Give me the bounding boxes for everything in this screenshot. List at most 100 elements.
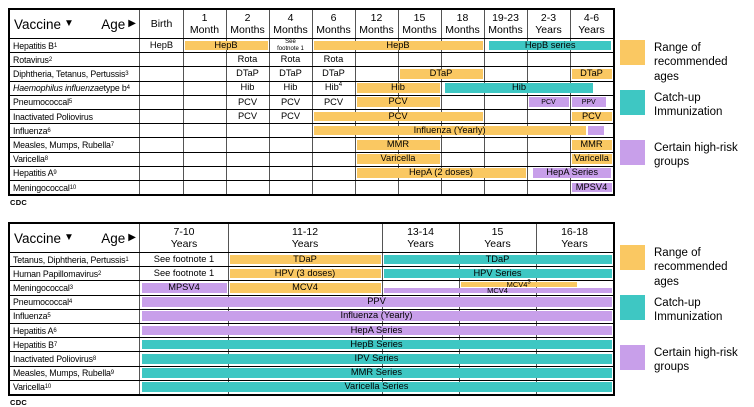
grid-line-horizontal — [10, 266, 613, 268]
range-bar-label: HPV (3 doses) — [274, 267, 336, 278]
grid-line-horizontal — [10, 123, 613, 125]
schedule-table-adolescents: Vaccine ▼ Age ▶ 7-10 Years 11-12 Years 13-14 Year… — [8, 222, 615, 396]
dose-text-cell: Rota — [313, 53, 354, 66]
age-col-line1: 6 — [330, 11, 337, 24]
vaccine-row-label: Human Papillomavirus 2 — [13, 268, 102, 279]
table-header-vaccine-age: Vaccine ▼ Age ▶ — [10, 224, 140, 252]
range-bar-orange: MMR — [571, 139, 612, 150]
table-row: IPV Series — [140, 352, 613, 365]
range-bar-orange: HepA (2 doses) — [356, 168, 526, 178]
range-bar-label: Varicella Series — [344, 381, 409, 392]
table-row: MMR MMR — [140, 138, 613, 151]
range-bar-label: PCV — [388, 110, 408, 121]
dose-text-cell: See footnote 1 — [141, 253, 227, 266]
range-bar-orange: TDaP — [229, 254, 381, 265]
range-bar-purple: HepA Series — [532, 168, 612, 178]
range-bar-teal: Varicella Series — [141, 381, 612, 392]
range-bar-teal: TDaP — [383, 254, 612, 265]
vaccine-header-label: Vaccine ▼ — [14, 231, 74, 246]
range-bar-purple: PPV — [571, 97, 606, 107]
table-row: PCV PCV PCV PCV PCV PPV — [140, 96, 613, 109]
age-col-line1: 4-6 — [583, 11, 600, 24]
age-column-header: 15 Years — [459, 224, 536, 252]
range-bar-orange: MCV43 — [460, 279, 577, 289]
table-row: HepB Series — [140, 338, 613, 351]
range-bar-purple: PCV — [528, 97, 569, 107]
age-column-header: Birth — [140, 10, 183, 38]
grid-line-vertical — [269, 10, 270, 195]
dose-text: PCV — [237, 110, 258, 121]
dose-text: Hib — [240, 82, 255, 93]
dose-text-cell: Hib — [270, 82, 311, 95]
dose-text-cell: DTaP — [227, 67, 268, 80]
legend-label-line: Catch-up — [654, 92, 701, 104]
vaccine-row-label: Tetanus, Diphtheria, Pertussis 1 — [13, 254, 129, 265]
age-col-line2: Years — [291, 238, 319, 250]
table-row: MPSV4 — [140, 181, 613, 194]
grid-line-horizontal — [10, 379, 613, 381]
age-column-header: 7-10 Years — [140, 224, 228, 252]
vaccine-row-label: Influenza 6 — [13, 125, 51, 136]
dose-text-cell: Hib4 — [313, 82, 354, 95]
dose-text-cell: PCV — [227, 110, 268, 123]
age-col-line1: 19-23 — [492, 11, 519, 24]
vaccine-row-label: Influenza 5 — [13, 311, 51, 322]
legend-label-line: Range of — [654, 247, 701, 259]
dose-text: footnote 1 — [277, 45, 304, 52]
range-bar-orange: Varicella — [571, 153, 612, 164]
dose-text: See footnote 1 — [153, 267, 215, 278]
range-bar-label: DTaP — [429, 68, 453, 79]
dose-text: DTaP — [279, 68, 302, 79]
range-bar-label: MMR — [580, 139, 603, 150]
legend-label-line: recommended ages — [654, 56, 728, 83]
vaccine-row-label: Varicella 10 — [13, 382, 52, 393]
dose-text-cell: PCV — [270, 96, 311, 109]
legend-label: Certain high-risk groups — [654, 140, 738, 170]
range-bar-label: MCV43 — [506, 279, 531, 289]
grid-line-horizontal — [10, 294, 613, 296]
legend-swatch-purple — [620, 345, 645, 370]
range-bar-label: PCV — [541, 98, 556, 106]
dose-text-cell: See footnote 1 — [270, 39, 311, 52]
grid-line-vertical — [441, 10, 442, 195]
range-bar-label: PCV — [388, 96, 408, 107]
table-row: DTaP DTaP DTaP DTaP DTaP — [140, 67, 613, 80]
legend-label: Catch-up Immunization — [654, 90, 722, 120]
dose-text-cell: PCV — [313, 96, 354, 109]
range-bar-label: DTaP — [580, 68, 603, 79]
table-row: Hib Hib Hib4 Hib Hib — [140, 82, 613, 95]
legend-item-purple: Certain high-risk groups — [620, 345, 738, 375]
table-row: See footnote 1 TDaP TDaP — [140, 253, 613, 266]
range-bar-orange: HepB — [184, 40, 268, 51]
triangle-down-icon: ▼ — [64, 18, 74, 29]
range-bar-label: IPV Series — [354, 353, 399, 364]
legend-item-orange: Range of recommended ages — [620, 245, 754, 289]
range-bar-teal: MMR Series — [141, 367, 612, 378]
vaccine-row-label: Rotavirus 2 — [13, 54, 52, 65]
legend-swatch-orange — [620, 40, 645, 65]
range-bar-orange: HepB — [313, 40, 483, 51]
age-col-line1: 11-12 — [291, 225, 319, 238]
legend-swatch-teal — [620, 90, 645, 115]
legend-label: Range of recommended ages — [654, 40, 754, 84]
range-bar-teal: HPV Series — [383, 268, 612, 279]
age-col-line1: 12 — [370, 11, 383, 24]
age-column-header: 19-23 Months — [484, 10, 527, 38]
triangle-right-icon: ▶ — [128, 232, 136, 243]
grid-line-vertical — [355, 10, 356, 195]
table-row: PCV PCV PCV PCV — [140, 110, 613, 123]
age-col-line2: Years — [535, 24, 562, 36]
legend-label-line: Range of — [654, 42, 701, 54]
table-row: HepA (2 doses) HepA Series — [140, 167, 613, 180]
range-bar-purple: PPV — [141, 296, 612, 307]
age-column-header: 13-14 Years — [382, 224, 459, 252]
range-bar-label: MCV4 — [487, 285, 508, 295]
age-col-line2: Months — [488, 24, 523, 36]
dose-text-cell: DTaP — [313, 67, 354, 80]
grid-line-vertical — [183, 10, 184, 195]
table-row: Varicella Varicella — [140, 153, 613, 166]
grid-line-horizontal — [10, 109, 613, 110]
range-bar-purple — [587, 125, 604, 136]
age-col-line2: Months — [445, 24, 480, 36]
